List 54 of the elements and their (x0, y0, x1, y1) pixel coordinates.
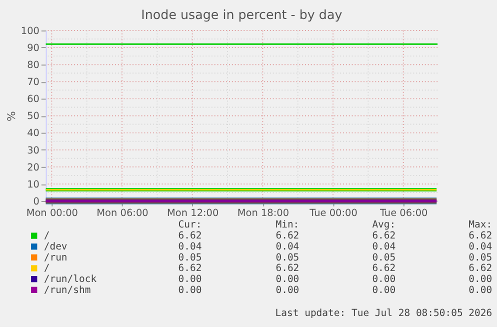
y-tick-label: 40 (27, 128, 40, 140)
y-tick-label: 60 (27, 94, 40, 106)
legend-label: / (44, 230, 50, 242)
text: 0.00 (276, 284, 300, 296)
text: 0.00 (178, 274, 202, 286)
text: 0.00 (468, 274, 492, 286)
text: Min: (276, 219, 300, 230)
y-tick-label: 80 (27, 60, 40, 71)
y-tick-label: 90 (27, 42, 40, 54)
text: Cur: (178, 219, 202, 230)
x-tick-label: Mon 18:00 (237, 208, 290, 220)
text: 6.62 (178, 230, 202, 242)
text: 0.00 (372, 284, 396, 296)
text: 0.04 (276, 242, 300, 253)
legend-label: /run (44, 252, 68, 264)
text: 6.62 (468, 263, 492, 274)
legend-label: /run/lock (44, 274, 97, 286)
y-tick-label: 50 (27, 111, 40, 122)
x-tick-label: Mon 00:00 (26, 208, 78, 220)
y-tick-label: 100 (20, 26, 40, 37)
text: 6.62 (276, 263, 300, 274)
text: 0.00 (372, 274, 396, 286)
text: Last update: Tue Jul 28 08:50:05 2026 (275, 308, 492, 320)
legend-label: /dev (44, 242, 68, 253)
y-tick-label: 70 (27, 77, 40, 88)
text: 0.04 (178, 242, 202, 253)
text: 0.05 (372, 252, 396, 264)
x-tick-label: Tue 06:00 (378, 208, 428, 220)
text: 6.62 (178, 263, 202, 274)
y-tick-label: 30 (27, 145, 40, 156)
text: Max: (468, 219, 492, 230)
text: 0.05 (468, 252, 492, 264)
chart-title: Inode usage in percent - by day (141, 6, 343, 22)
text: 6.62 (372, 263, 396, 274)
text: 0.00 (276, 274, 300, 286)
y-tick-label: 0 (33, 196, 40, 208)
text: 6.62 (372, 230, 396, 242)
y-axis-title: % (5, 111, 18, 122)
text: 6.62 (276, 230, 300, 242)
y-tick-label: 20 (27, 162, 40, 174)
text: 0.04 (372, 242, 396, 253)
text: Avg: (372, 219, 396, 230)
text: 0.00 (468, 284, 492, 296)
text: 0.04 (468, 242, 492, 253)
x-tick-label: Tue 00:00 (308, 208, 358, 220)
legend-label: /run/shm (44, 284, 91, 296)
x-tick-label: Mon 12:00 (166, 208, 219, 220)
text: 0.05 (276, 252, 300, 264)
y-tick-label: 10 (27, 179, 40, 190)
text: 6.62 (468, 230, 492, 242)
text: 0.05 (178, 252, 202, 264)
text: 0.00 (178, 284, 202, 296)
x-tick-label: Mon 06:00 (96, 208, 148, 220)
legend-label: / (44, 263, 50, 274)
